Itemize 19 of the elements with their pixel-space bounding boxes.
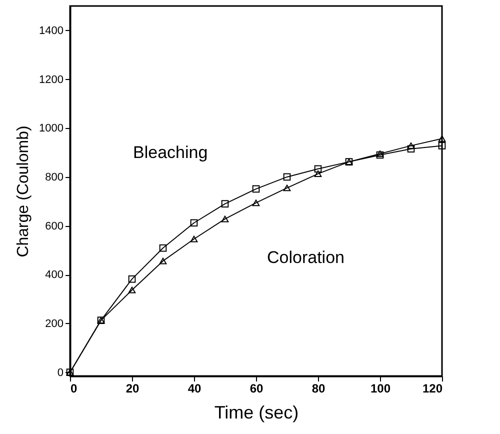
y-tick-label: 1000 <box>39 122 64 135</box>
text: Coloration <box>267 248 344 267</box>
x-tick-label: 20 <box>126 382 140 396</box>
x-axis-title: Time (sec) <box>214 402 299 422</box>
y-tick-label: 1200 <box>39 74 64 86</box>
y-tick-label: 600 <box>45 220 64 232</box>
x-tick-label: 120 <box>422 382 443 396</box>
x-tick-label: 40 <box>188 382 202 396</box>
y-tick-label: 200 <box>45 318 64 330</box>
y-tick-label: 800 <box>45 171 64 184</box>
x-tick-label: 60 <box>250 382 264 396</box>
x-tick-label: 0 <box>70 382 78 396</box>
y-tick-label: 400 <box>45 269 64 282</box>
x-tick-label: 100 <box>370 382 391 396</box>
x-tick-label: 80 <box>312 382 326 396</box>
y-tick-label: 1400 <box>39 24 64 37</box>
text: Bleaching <box>133 143 208 162</box>
y-axis-title: Charge (Coulomb) <box>15 126 32 258</box>
y-tick-label: 0 <box>57 366 64 379</box>
